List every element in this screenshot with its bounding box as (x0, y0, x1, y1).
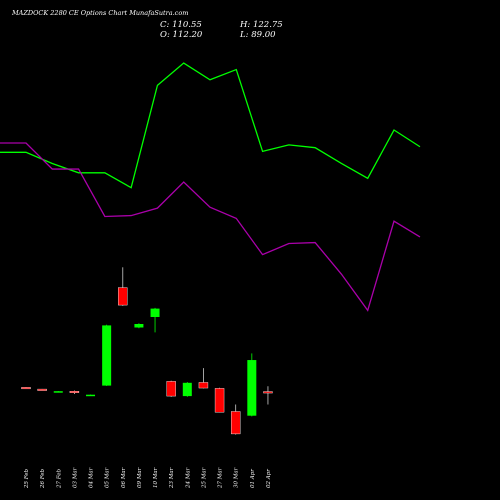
x-tick-label: 30 Mar (234, 467, 240, 488)
line-series-group (0, 62, 421, 312)
candle-body (166, 381, 176, 397)
candle-09-mar (134, 323, 144, 329)
x-tick-label: 09 Mar (137, 467, 143, 488)
low-value: L: 89.00 (240, 30, 276, 40)
x-tick-label: 24 Mar (185, 467, 191, 489)
candle-05-mar (102, 324, 112, 386)
x-tick-label: 27 Mar (218, 467, 224, 489)
x-axis-labels: 25 Feb 26 Feb 27 Feb 03 Mar 04 Mar 05 Mar 06 M… (24, 467, 272, 489)
candle-04-mar (86, 394, 96, 397)
x-tick-label: 27 Feb (56, 468, 62, 489)
candle-body (198, 382, 209, 389)
candle-24-mar (182, 382, 192, 397)
x-tick-label: 03 Mar (72, 467, 78, 488)
candle-body (263, 391, 273, 394)
candle-body (102, 325, 112, 386)
open-value: O: 112.20 (160, 30, 203, 40)
candle-01-apr (247, 353, 257, 417)
candle-26-feb (37, 388, 47, 391)
x-tick-label: 25 Mar (201, 467, 207, 489)
close-value: C: 110.55 (160, 20, 202, 30)
candles-group (21, 267, 273, 435)
candle-body (182, 382, 192, 397)
x-tick-label: 26 Feb (40, 468, 46, 489)
candle-25-mar (198, 368, 209, 389)
candle-27-feb (53, 390, 63, 393)
candle-23-mar (166, 380, 176, 397)
line-series-2 (0, 142, 421, 312)
chart-title: MAZDOCK 2280 CE Options Chart MunafaSutr… (12, 9, 189, 17)
x-tick-label: 02 Apr (266, 469, 272, 488)
high-value: H: 122.75 (240, 20, 283, 30)
x-tick-label: 10 Mar (153, 467, 159, 488)
candle-body (21, 387, 31, 390)
candle-body (150, 308, 160, 317)
candle-06-mar (118, 267, 128, 306)
candle-10-mar (150, 307, 160, 333)
x-tick-label: 04 Mar (89, 467, 95, 488)
candle-25-feb (21, 387, 31, 390)
candle-body (247, 360, 257, 416)
x-tick-label: 01 Apr (250, 469, 256, 488)
candle-30-mar (230, 404, 241, 435)
candle-body (134, 324, 144, 328)
candle-27-mar (214, 387, 225, 413)
candle-body (214, 388, 225, 413)
candle-body (118, 287, 128, 306)
candle-body (37, 388, 47, 391)
candle-body (230, 411, 241, 435)
candle-body (53, 391, 63, 393)
x-tick-label: 06 Mar (121, 467, 127, 488)
x-tick-label: 05 Mar (105, 467, 111, 488)
x-tick-label: 23 Mar (169, 467, 175, 489)
candle-body (86, 394, 96, 397)
candle-body (69, 391, 80, 393)
candle-02-apr (263, 386, 273, 405)
x-tick-label: 25 Feb (24, 468, 30, 489)
candle-03-mar (69, 390, 80, 394)
